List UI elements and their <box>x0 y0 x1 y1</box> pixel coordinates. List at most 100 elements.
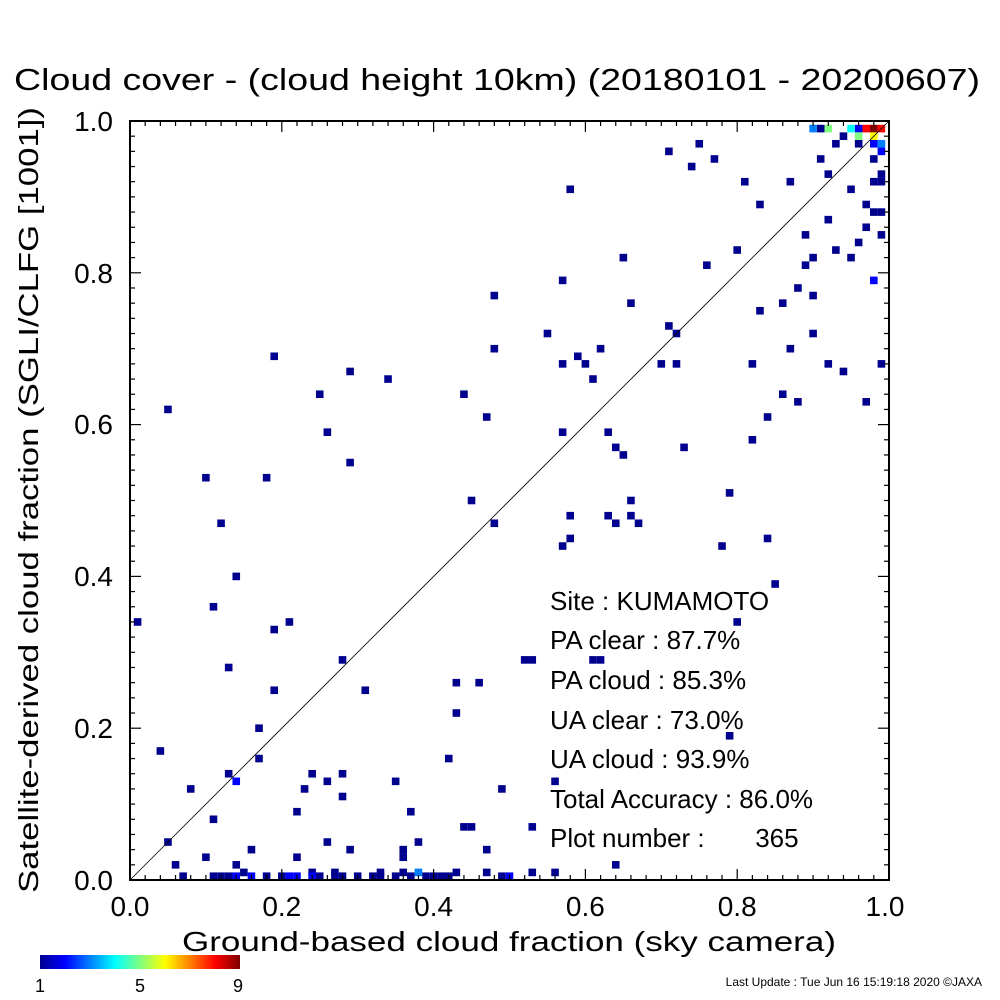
pa-clear-label: PA clear : 87.7% <box>550 625 740 655</box>
y-tick-label: 0.8 <box>74 258 113 289</box>
heatmap-cell <box>801 261 810 269</box>
ua-clear-label: UA clear : 73.0% <box>550 705 744 735</box>
y-tick-label: 0.0 <box>74 865 113 896</box>
heatmap-cell <box>710 155 719 163</box>
heatmap-cell <box>877 147 886 156</box>
heatmap-cell <box>854 124 863 133</box>
heatmap-cell <box>452 678 461 687</box>
heatmap-cell <box>323 777 332 786</box>
heatmap-cell <box>482 413 491 421</box>
heatmap-cell <box>179 872 187 880</box>
heatmap-cell <box>346 458 354 467</box>
heatmap-cell <box>862 124 871 133</box>
heatmap-cell <box>452 709 461 717</box>
heatmap-cell <box>627 299 635 307</box>
heatmap-cell <box>399 845 408 854</box>
heatmap-cell <box>763 534 772 543</box>
heatmap-cell <box>558 360 567 368</box>
heatmap-cell <box>847 124 855 133</box>
heatmap-cell <box>778 390 787 399</box>
heatmap-cell <box>627 496 635 505</box>
heatmap-cell <box>399 853 408 862</box>
heatmap-cell <box>255 724 263 732</box>
y-tick-label: 0.2 <box>74 713 113 744</box>
heatmap-cell <box>376 868 385 877</box>
statistics-panel: Site : KUMAMOTO PA clear : 87.7% PA clou… <box>550 586 813 853</box>
heatmap-cell <box>832 139 840 148</box>
heatmap-cell <box>877 360 886 368</box>
heatmap-cell <box>718 542 726 550</box>
heatmap-cell <box>619 451 628 459</box>
heatmap-cell <box>870 177 878 186</box>
heatmap-cell <box>870 124 878 133</box>
heatmap-cell <box>202 473 210 482</box>
heatmap-cell <box>232 777 241 786</box>
heatmap-cell <box>832 246 840 254</box>
heatmap-cell <box>467 823 476 831</box>
heatmap-cell <box>558 542 567 550</box>
heatmap-cell <box>581 360 590 368</box>
y-tick-label: 0.4 <box>74 561 113 592</box>
heatmap-cell <box>460 390 468 399</box>
heatmap-cell <box>308 769 316 778</box>
heatmap-cell <box>680 443 688 452</box>
heatmap-cell <box>331 868 339 877</box>
heatmap-cell <box>437 872 445 880</box>
heatmap-cell <box>794 398 802 406</box>
heatmap-cell <box>778 299 787 307</box>
heatmap-cell <box>156 747 165 755</box>
heatmap-cell <box>467 496 476 505</box>
heatmap-cell <box>452 868 461 877</box>
heatmap-cell <box>186 785 195 793</box>
heatmap-cell <box>346 367 354 376</box>
heatmap-cell <box>460 823 468 831</box>
heatmap-cell <box>384 375 392 383</box>
heatmap-cell <box>839 132 848 140</box>
heatmap-cell <box>407 807 415 816</box>
heatmap-cell <box>733 618 741 626</box>
reference-line <box>129 120 890 881</box>
heatmap-cell <box>323 838 332 846</box>
heatmap-cell <box>771 580 779 588</box>
y-axis-label: Satellite-derived cloud fraction (SGLI/C… <box>13 107 44 893</box>
heatmap-cell <box>217 519 225 528</box>
heatmap-cell <box>323 428 332 436</box>
heatmap-cell <box>854 139 863 148</box>
heatmap-cell <box>498 872 506 880</box>
heatmap-cells <box>133 124 886 880</box>
heatmap-cell <box>285 618 294 626</box>
heatmap-cell <box>391 872 400 880</box>
heatmap-cell <box>202 853 210 862</box>
heatmap-cell <box>877 139 886 148</box>
heatmap-cell <box>627 511 635 520</box>
x-tick-label: 0.8 <box>718 891 757 922</box>
heatmap-cell <box>399 868 408 877</box>
heatmap-cell <box>270 625 279 634</box>
x-tick-label: 0.0 <box>111 891 150 922</box>
colorbar-label-min: 1 <box>35 976 45 996</box>
heatmap-cell <box>240 868 248 877</box>
heatmap-cell <box>361 686 370 695</box>
heatmap-cell <box>247 845 256 854</box>
heatmap-cell <box>475 678 483 687</box>
heatmap-cell <box>551 777 559 786</box>
chart-title: Cloud cover - (cloud height 10km) (20180… <box>14 62 980 97</box>
heatmap-cell <box>809 124 817 133</box>
heatmap-cell <box>482 868 491 877</box>
heatmap-cell <box>794 284 802 292</box>
heatmap-cell <box>870 208 878 216</box>
heatmap-cell <box>262 473 271 482</box>
heatmap-cell <box>877 231 886 239</box>
heatmap-cell <box>695 139 704 148</box>
heatmap-cell <box>847 253 855 262</box>
heatmap-cell <box>566 185 575 194</box>
x-tick-label: 0.6 <box>566 891 605 922</box>
heatmap-cell <box>824 124 833 133</box>
heatmap-cell <box>870 276 878 285</box>
heatmap-cell <box>862 223 871 232</box>
colorbar <box>40 955 240 969</box>
heatmap-cell <box>589 656 597 664</box>
heatmap-cell <box>498 785 506 793</box>
y-tick-labels: 0.0 0.2 0.4 0.6 0.8 1.0 <box>74 106 113 896</box>
